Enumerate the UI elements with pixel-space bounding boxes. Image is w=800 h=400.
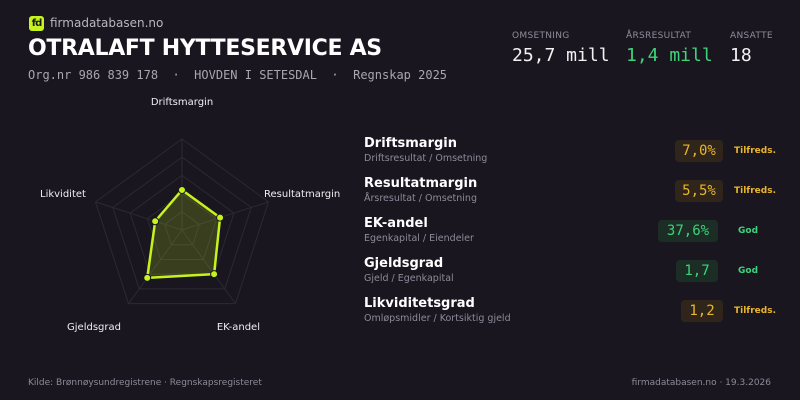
stat-label: OMSETNING: [512, 31, 570, 41]
stat-value: 18: [730, 45, 752, 66]
radar-grid-ring: [129, 174, 235, 275]
radar-spoke: [95, 201, 183, 231]
metric-rating: God: [738, 266, 759, 276]
radar-axis-label: Gjeldsgrad: [67, 322, 121, 333]
radar-axis-label: Likviditet: [40, 189, 86, 200]
radar-grid-ring: [146, 192, 218, 260]
radar-spoke: [128, 229, 183, 304]
metric-row: Driftsmargin Driftsresultat / Omsetning …: [364, 136, 776, 172]
logo: fd: [29, 16, 44, 31]
radar-point: [143, 273, 152, 282]
metric-formula: Årsresultat / Omsetning: [364, 193, 477, 204]
radar-grid-ring: [164, 211, 200, 246]
footer-source: Kilde: Brønnøysundregistrene · Regnskaps…: [28, 378, 262, 388]
stat-omsetning: OMSETNING 25,7 mill: [512, 31, 610, 66]
stat-arsresultat: ÅRSRESULTAT 1,4 mill: [626, 31, 713, 66]
metric-formula: Omløpsmidler / Kortsiktig gjeld: [364, 313, 511, 324]
metric-row: EK-andel Egenkapital / Eiendeler 37,6% G…: [364, 216, 774, 252]
radar-point: [178, 185, 186, 194]
stat-value: 25,7 mill: [512, 45, 610, 66]
metric-name: Gjeldsgrad: [364, 256, 444, 271]
metric-value-badge: 1,7: [676, 260, 718, 282]
metric-value-badge: 1,2: [681, 300, 723, 322]
metric-formula: Gjeld / Egenkapital: [364, 273, 454, 284]
stat-value: 1,4 mill: [626, 45, 713, 66]
radar-grid-ring: [94, 138, 270, 305]
radar-axis-label: Resultatmargin: [264, 189, 340, 200]
metric-rating: Tilfreds.: [734, 186, 776, 196]
metric-name: Likviditetsgrad: [364, 296, 475, 311]
metric-row: Gjeldsgrad Gjeld / Egenkapital 1,7 God: [364, 256, 774, 292]
stat-label: ÅRSRESULTAT: [626, 31, 692, 41]
radar-axis-label: EK-andel: [217, 322, 260, 333]
stat-ansatte: ANSATTE 18: [730, 31, 773, 66]
radar-chart: Driftsmargin Resultatmargin EK-andel Gjelds…: [40, 97, 340, 333]
metric-formula: Egenkapital / Eiendeler: [364, 233, 474, 244]
radar-axis-label: Driftsmargin: [151, 97, 213, 108]
company-subtitle: Org.nr 986 839 178 · HOVDEN I SETESDAL ·…: [28, 68, 448, 82]
company-name: OTRALAFT HYTTESERVICE AS: [28, 36, 382, 61]
metric-row: Resultatmargin Årsresultat / Omsetning 5…: [364, 176, 776, 212]
radar-point: [151, 217, 160, 226]
site-name[interactable]: firmadatabasen.no: [50, 16, 164, 30]
radar-spoke: [181, 229, 236, 304]
metric-name: Driftsmargin: [364, 136, 458, 151]
metric-value-badge: 5,5%: [675, 180, 723, 202]
metric-rating: Tilfreds.: [734, 146, 776, 156]
radar-series-area: [145, 188, 222, 280]
metric-name: Resultatmargin: [364, 176, 478, 191]
radar-grid-ring: [112, 156, 252, 290]
radar-point: [210, 270, 219, 279]
metric-formula: Driftsresultat / Omsetning: [364, 153, 488, 164]
metric-value-badge: 37,6%: [658, 220, 718, 242]
metric-rating: God: [738, 226, 759, 236]
footer-right: firmadatabasen.no · 19.3.2026: [631, 378, 771, 388]
radar-spoke: [181, 201, 269, 231]
metric-value-badge: 7,0%: [675, 140, 723, 162]
metric-name: EK-andel: [364, 216, 428, 231]
stat-label: ANSATTE: [730, 31, 773, 41]
radar-point: [216, 213, 225, 222]
metric-rating: Tilfreds.: [734, 306, 776, 316]
metric-row: Likviditetsgrad Omløpsmidler / Kortsikti…: [364, 296, 776, 332]
